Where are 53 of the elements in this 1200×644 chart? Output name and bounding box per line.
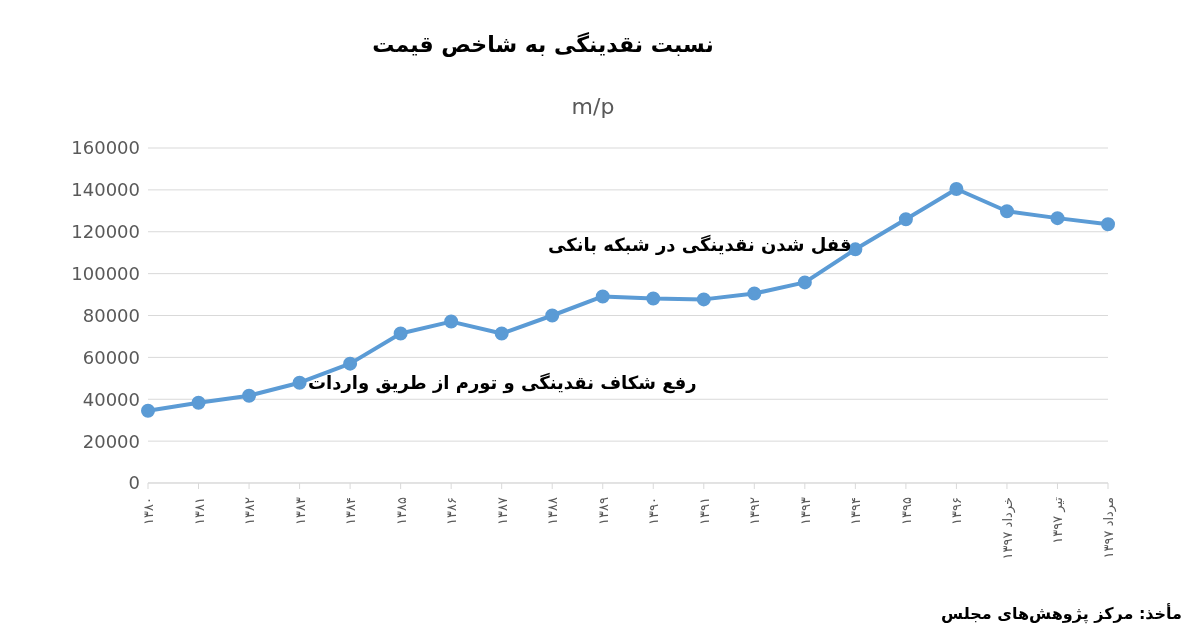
chart-subtitle: m/p [570, 94, 616, 119]
x-tick-label: ۱۳۹۲ [747, 496, 763, 525]
point [999, 204, 1014, 219]
point [949, 182, 964, 197]
point [898, 212, 913, 227]
point [1101, 217, 1115, 232]
x-tick-label: ۱۳۸۴ [343, 496, 359, 525]
y-tick-label: 60000 [82, 346, 140, 368]
annotation: قفل شدن نقدینگی در شبکه بانکی [548, 234, 852, 255]
point [696, 292, 711, 307]
x-tick-label: ۱۳۹۴ [848, 496, 864, 525]
point [545, 308, 560, 323]
x-tick-label: ۱۳۹۱ [696, 497, 712, 525]
x-tick-label: ۱۳۸۸ [545, 496, 561, 525]
point [292, 375, 307, 390]
x-tick-label: خرداد ۱۳۹۷ [999, 497, 1016, 560]
text: مأخذ: مرکز پژوهش‌های مجلس [941, 604, 1182, 623]
x-tick-label: ۱۳۸۵ [393, 496, 409, 525]
point [444, 314, 459, 329]
point [191, 395, 206, 410]
y-tick-label: 120000 [71, 221, 140, 243]
point [141, 403, 155, 418]
x-tick-label: ۱۳۸۰ [141, 497, 156, 525]
y-tick-label: 20000 [82, 430, 140, 452]
y-tick-label: 100000 [71, 263, 140, 285]
point [595, 289, 610, 304]
x-tick-label: ۱۳۸۹ [595, 496, 611, 525]
x-tick-label: مرداد ۱۳۹۷ [1101, 497, 1117, 559]
point [393, 326, 408, 341]
x-tick-label: ۱۳۹۵ [898, 496, 914, 525]
point [1050, 211, 1065, 226]
point [494, 326, 509, 341]
y-tick-label: 0 [128, 472, 140, 494]
y-tick-label: 140000 [71, 179, 140, 201]
x-tick-label: تیر ۱۳۹۷ [1050, 496, 1067, 544]
y-tick-label: 80000 [82, 304, 140, 326]
point [242, 388, 257, 403]
annotation: رفع شکاف نقدینگی و تورم از طریق واردات [308, 372, 697, 393]
x-tick-label: ۱۳۸۱ [191, 497, 207, 525]
x-tick-label: ۱۳۹۶ [949, 497, 965, 525]
y-tick-label: 40000 [82, 388, 140, 410]
x-tick-label: ۱۳۸۲ [242, 496, 258, 525]
x-tick-label: ۱۳۸۷ [494, 496, 510, 525]
point [747, 286, 762, 301]
y-tick-label: 160000 [71, 137, 140, 159]
x-tick-label: ۱۳۹۳ [797, 496, 813, 525]
point [797, 275, 812, 290]
point [343, 356, 358, 371]
x-tick-label: ۱۳۸۶ [444, 497, 460, 525]
chart-title: نسبت نقدینگی به شاخص قیمت [371, 32, 715, 57]
x-tick-label: ۱۳۸۳ [292, 496, 308, 525]
x-tick-label: ۱۳۹۰ [646, 497, 662, 525]
point [646, 291, 661, 306]
